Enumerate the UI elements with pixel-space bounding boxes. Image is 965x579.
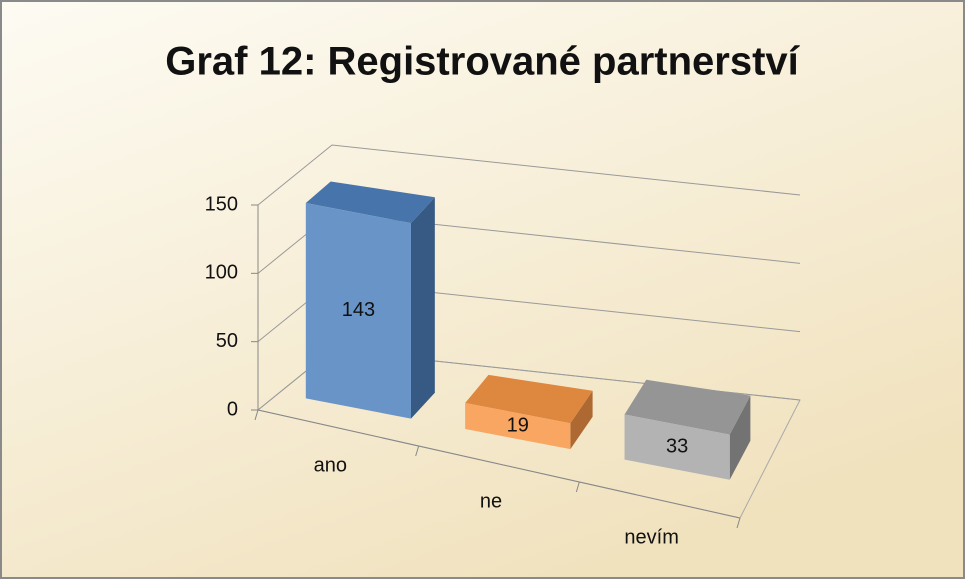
- data-label: 143: [342, 299, 375, 321]
- x-tick-mark: [736, 517, 741, 529]
- y-tick-label: 100: [205, 262, 238, 284]
- data-label: 19: [507, 414, 529, 436]
- bar-front: [305, 202, 411, 419]
- y-tick-label: 50: [216, 330, 238, 352]
- bar: [624, 379, 751, 480]
- bar-front: [624, 414, 730, 480]
- x-tick-mark: [575, 481, 580, 493]
- y-tick-label: 0: [227, 398, 238, 420]
- bar-side: [570, 390, 593, 450]
- bar-side: [729, 395, 751, 480]
- bar: [305, 181, 435, 419]
- bar-front: [465, 403, 571, 450]
- x-tick-label: ano: [314, 454, 347, 476]
- x-tick-label: nevím: [624, 526, 678, 548]
- data-label: 33: [666, 435, 688, 457]
- x-tick-mark: [415, 445, 420, 457]
- chart-title: Graf 12: Registrované partnerství: [165, 40, 800, 84]
- bar: [465, 374, 593, 450]
- bar-top: [624, 379, 751, 435]
- bar-side: [410, 197, 435, 419]
- x-tick-mark: [254, 409, 259, 421]
- x-tick-label: ne: [480, 490, 502, 512]
- y-tick-label: 150: [205, 193, 238, 215]
- bar-top: [465, 374, 593, 424]
- bar-top: [305, 181, 435, 224]
- grid-line: [257, 144, 801, 206]
- x-axis: [257, 409, 741, 519]
